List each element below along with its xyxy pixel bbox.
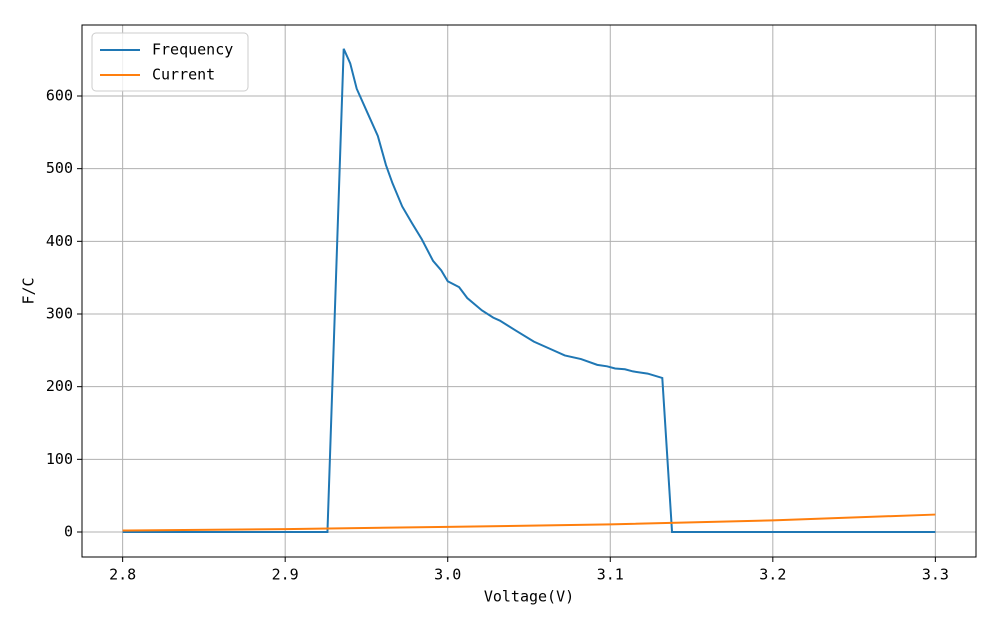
y-axis-label: F/C: [20, 277, 38, 304]
legend: Frequency Current: [91, 32, 249, 92]
x-tick-label: 3.1: [597, 566, 624, 584]
plot-frame: [81, 24, 977, 558]
y-tick-label: 200: [46, 377, 73, 395]
x-axis-label: Voltage(V): [484, 588, 574, 606]
x-tick-label: 2.8: [109, 566, 136, 584]
x-tick-label: 3.2: [759, 566, 786, 584]
y-tick-label: 100: [46, 450, 73, 468]
legend-label: Current: [152, 66, 215, 84]
legend-box: [91, 32, 249, 92]
legend-label: Frequency: [152, 41, 233, 59]
x-tick-label: 2.9: [272, 566, 299, 584]
y-tick-label: 400: [46, 232, 73, 250]
y-tick-label: 300: [46, 304, 73, 322]
data-line: [122, 513, 936, 532]
y-tick-label: 0: [64, 523, 73, 541]
data-line: [122, 48, 936, 534]
y-tick-label: 500: [46, 159, 73, 177]
x-tick-label: 3.0: [434, 566, 461, 584]
y-tick-label: 600: [46, 86, 73, 104]
x-tick-label: 3.3: [922, 566, 949, 584]
